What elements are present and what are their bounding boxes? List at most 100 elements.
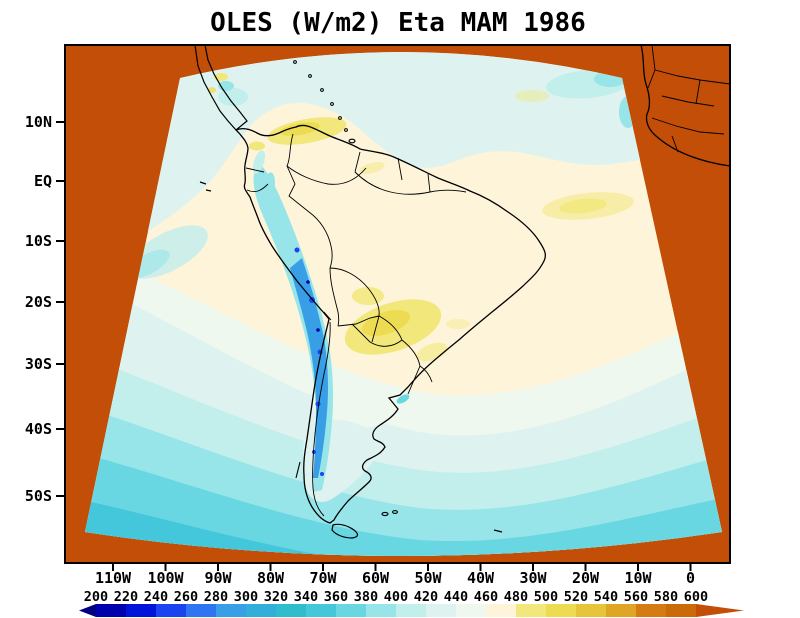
colorbar-label: 360 (324, 589, 348, 605)
antilles-islands (293, 60, 348, 132)
plot-title: OLES (W/m2) Eta MAM 1986 (210, 8, 586, 38)
field-andes-core (290, 258, 328, 478)
colorbar-label: 460 (474, 589, 498, 605)
colorbar-left-arrow (79, 604, 96, 617)
field-pampas-pale (311, 375, 399, 429)
tierra-del-fuego (331, 523, 359, 539)
colorbar-label: 340 (294, 589, 318, 605)
colorbar-label: 540 (594, 589, 618, 605)
lon-axis-label: 20W (572, 569, 600, 587)
lon-axis-label: 0 (686, 569, 695, 587)
colorbar-label: 220 (114, 589, 138, 605)
colorbar-label: 480 (504, 589, 528, 605)
field-andes-dot (315, 401, 321, 407)
field-venezuela-max-core (280, 122, 320, 136)
field-andes-dot (294, 247, 300, 253)
field-andes-north (258, 172, 276, 212)
field-central-east-ext (416, 342, 448, 362)
colorbar: 200 220 240 260 280 300 320 340 360 380 400 420 440 4… (79, 589, 744, 617)
lat-axis-label: EQ (34, 172, 52, 190)
lat-axis-label: 20S (25, 293, 52, 311)
colorbar-segment (486, 604, 517, 617)
colorbar-segment (546, 604, 577, 617)
lat-axis-label: 40S (25, 420, 52, 438)
colorbar-segment (246, 604, 277, 617)
colorbar-segment (456, 604, 487, 617)
south-georgia-island (493, 529, 503, 533)
galapagos-islands (199, 181, 212, 192)
africa-borders (647, 45, 730, 153)
field-panama-yellow-2 (208, 87, 216, 93)
south-america-coastline (234, 124, 546, 524)
field-central-max-core (361, 309, 411, 337)
falkland-islands (381, 511, 389, 517)
colorbar-label: 240 (144, 589, 168, 605)
colorbar-segment (336, 604, 367, 617)
field-andes-dot (320, 472, 324, 476)
colorbar-label: 580 (654, 589, 678, 605)
lon-axis-label: 110W (95, 569, 132, 587)
map-frame (64, 44, 731, 564)
colorbar-segment (366, 604, 397, 617)
field-colombia-max (249, 141, 265, 151)
colorbar-segment (666, 604, 697, 617)
colorbar-label: 200 (84, 589, 108, 605)
colorbar-segment (606, 604, 637, 617)
lon-axis-label: 30W (519, 569, 547, 587)
lon-axis-label: 60W (362, 569, 390, 587)
chiloe-island (295, 461, 301, 479)
colorbar-segment (96, 604, 127, 617)
trinidad-island (348, 138, 356, 144)
colorbar-label: 520 (564, 589, 588, 605)
colorbar-label: 260 (174, 589, 198, 605)
colorbar-label: 380 (354, 589, 378, 605)
map-area (65, 45, 730, 563)
colorbar-label: 300 (234, 589, 258, 605)
colorbar-segment (186, 604, 217, 617)
field-central-east-faint (446, 319, 470, 329)
colorbar-label: 280 (204, 589, 228, 605)
lon-axis-label: 50W (414, 569, 442, 587)
colorbar-segment (396, 604, 427, 617)
field-andes-dot-deep (316, 328, 320, 332)
lat-axis-label: 50S (25, 487, 52, 505)
colorbar-label: 420 (414, 589, 438, 605)
colorbar-segment (126, 604, 157, 617)
colorbar-segment (516, 604, 547, 617)
country-borders (245, 133, 467, 517)
africa-coastline (640, 45, 730, 167)
field-ne-faint-yellow (515, 90, 549, 102)
lon-axis-label: 80W (257, 569, 285, 587)
falkland-islands (392, 510, 398, 514)
colorbar-label: 600 (684, 589, 708, 605)
lon-axis-label: 70W (309, 569, 337, 587)
lon-axis-label: 90W (204, 569, 232, 587)
lon-axis-label: 40W (467, 569, 495, 587)
colorbar-segment (636, 604, 667, 617)
colorbar-label: 500 (534, 589, 558, 605)
field-guyana-faint (359, 162, 385, 174)
lat-axis-label: 30S (25, 355, 52, 373)
field-andes-dot-deep (306, 280, 310, 284)
colorbar-label: 560 (624, 589, 648, 605)
field-la-plata-speck (396, 394, 410, 404)
colorbar-segment (576, 604, 607, 617)
colorbar-segment (426, 604, 457, 617)
geography (194, 45, 730, 539)
field-atlantic-max-core (559, 198, 607, 214)
colorbar-label: 440 (444, 589, 468, 605)
colorbar-segment (156, 604, 187, 617)
longitude-axis: 110W 100W 90W 80W 70W 60W 50W 40W 30W 20W 10W 0 (95, 563, 695, 587)
lon-axis-label: 10W (624, 569, 652, 587)
central-america-coastline (194, 45, 248, 131)
colorbar-label: 400 (384, 589, 408, 605)
colorbar-right-arrow (696, 604, 744, 617)
field-andes-north-2 (252, 150, 266, 174)
lon-axis-label: 100W (147, 569, 184, 587)
colorbar-segment (216, 604, 247, 617)
latitude-axis: 10N EQ 10S 20S 30S 40S 50S (25, 113, 65, 505)
colorbar-label: 320 (264, 589, 288, 605)
colorbar-segment (306, 604, 337, 617)
